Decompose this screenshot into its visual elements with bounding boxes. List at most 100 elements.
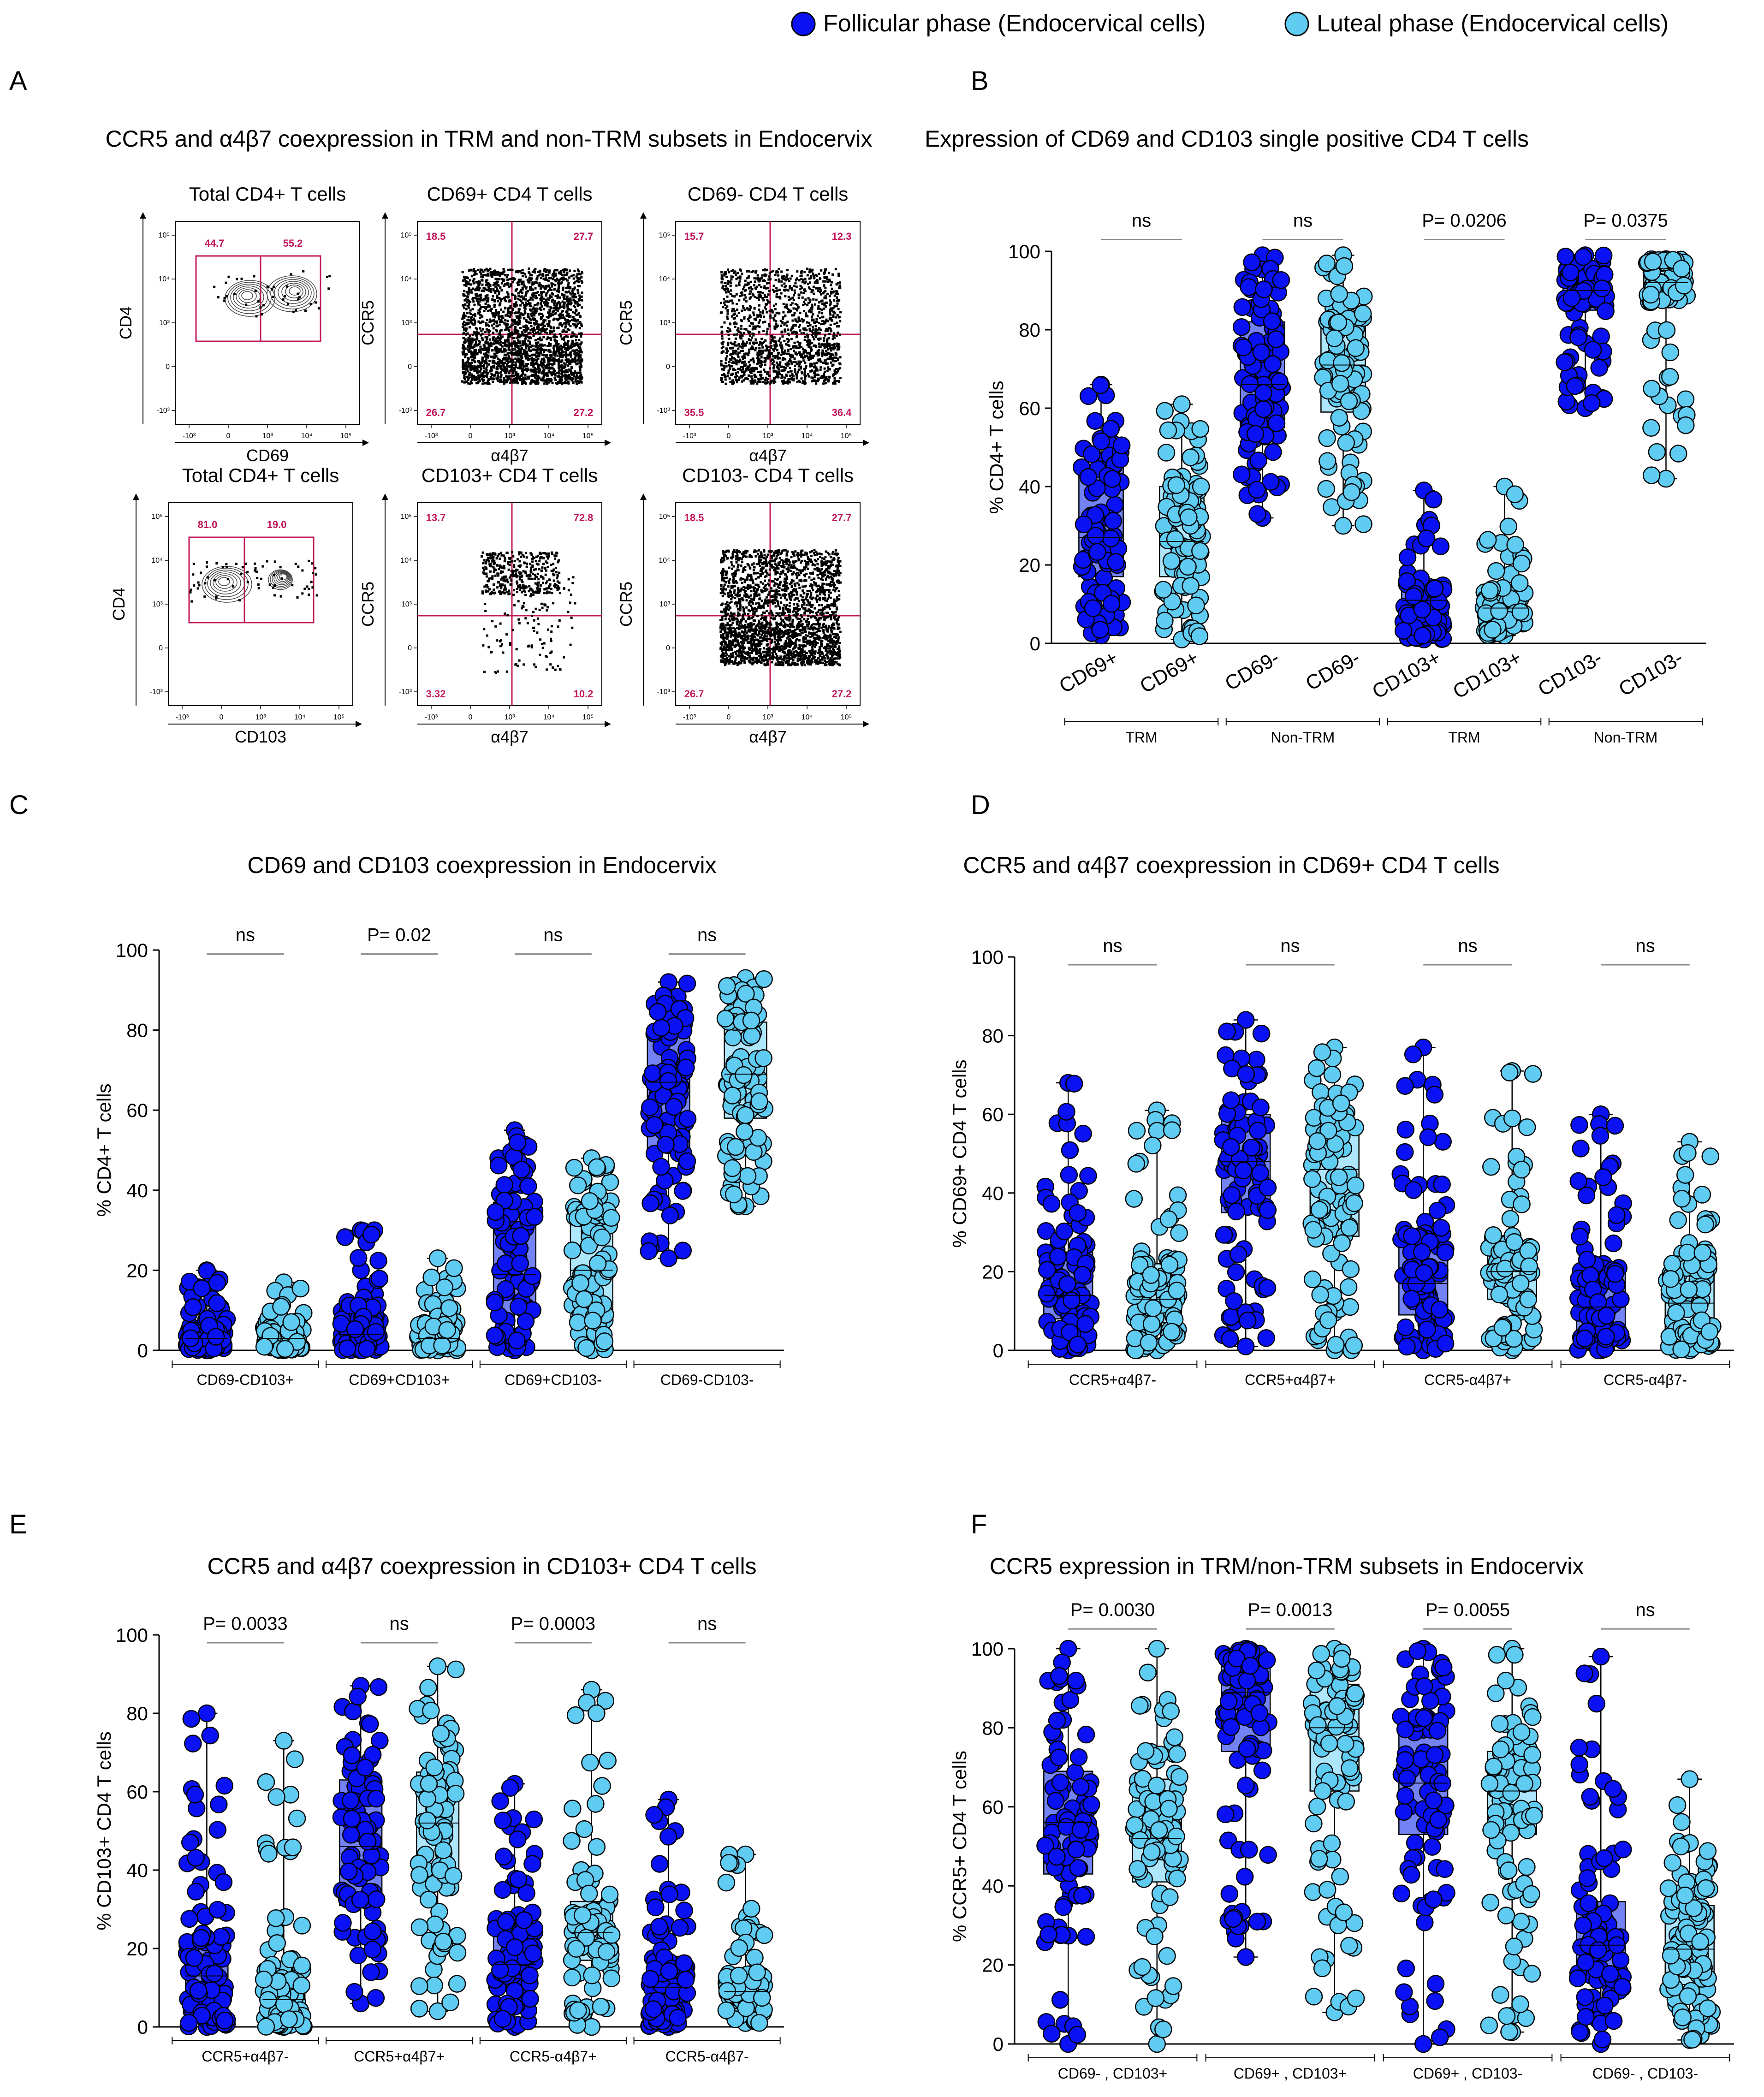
facs-event (308, 593, 310, 596)
data-point (205, 1965, 223, 1983)
data-point (1267, 330, 1285, 348)
data-point (1485, 1758, 1503, 1776)
box-follicular (640, 1790, 696, 2036)
data-point (351, 1890, 369, 1909)
data-point (1506, 1646, 1524, 1664)
facs-plot: CD103- CD4 T cells α4β7 CCR5 -10³ 0 10³ 10⁴ 10⁵… (617, 464, 869, 746)
data-point (1562, 289, 1581, 307)
data-point (755, 1926, 773, 1944)
data-point (523, 1267, 541, 1285)
data-point (212, 1928, 230, 1946)
data-point (1342, 483, 1360, 501)
facs-contour (268, 569, 293, 590)
data-point (1190, 627, 1209, 645)
y-tick-label: 80 (982, 1717, 1004, 1739)
data-point (345, 1983, 363, 2001)
data-point (342, 1826, 360, 1844)
data-point (1568, 1969, 1587, 1987)
data-point (1182, 448, 1200, 466)
panel-a: A CCR5 and α4β7 coexpression in TRM and … (9, 66, 873, 746)
data-point (1604, 2012, 1623, 2030)
facs-event (192, 563, 195, 565)
facs-contour (281, 283, 306, 301)
data-point (1272, 271, 1290, 289)
data-point (1685, 1899, 1703, 1917)
facs-gate-value: 55.2 (283, 238, 303, 249)
facs-x-tick-label: -10³ (683, 432, 696, 440)
data-point (292, 1976, 310, 1995)
data-point (339, 1862, 358, 1881)
data-point (1237, 1011, 1255, 1029)
facs-plot-frame (417, 221, 602, 425)
data-point (1511, 1995, 1529, 2014)
facs-event (298, 296, 301, 299)
facs-event (198, 584, 201, 587)
data-point (1319, 1311, 1337, 1329)
facs-event (295, 309, 297, 312)
data-point (184, 1298, 202, 1316)
facs-event (326, 276, 329, 279)
data-point (1413, 600, 1431, 618)
data-point (1598, 1307, 1616, 1325)
data-point (434, 1932, 452, 1951)
data-point (1313, 1959, 1331, 1978)
data-point (1308, 1798, 1326, 1816)
data-point (1312, 1645, 1330, 1663)
facs-event (236, 278, 238, 280)
y-tick-label: 0 (993, 1340, 1004, 1361)
significance-label: ns (1635, 936, 1655, 956)
box-follicular (486, 1121, 544, 1360)
data-point (447, 1660, 465, 1679)
facs-y-tick-label: 10⁴ (659, 275, 670, 283)
data-point (1479, 531, 1497, 549)
data-point (1480, 1775, 1499, 1793)
data-point (581, 1753, 599, 1772)
data-point (1255, 280, 1273, 298)
data-point (1434, 1133, 1452, 1151)
y-axis-label: % CD4+ T cells (93, 1083, 115, 1217)
data-point (1396, 1787, 1414, 1805)
facs-y-tick-label: -10³ (657, 407, 671, 415)
y-tick-label: 20 (126, 1938, 148, 1960)
data-point (750, 2014, 768, 2032)
data-point (1235, 1868, 1254, 1886)
legend: Follicular phase (Endocervical cells) Lu… (791, 10, 1669, 37)
y-tick-label: 40 (1019, 476, 1040, 498)
data-point (1262, 473, 1280, 491)
data-point (661, 1206, 679, 1224)
data-point (1502, 1824, 1520, 1842)
data-point (1333, 354, 1351, 372)
panel-letter: E (9, 1509, 27, 1539)
data-point (1519, 1290, 1537, 1308)
data-point (1337, 1793, 1355, 1811)
data-point (1170, 1768, 1188, 1786)
data-point (444, 1867, 463, 1885)
data-point (1402, 1290, 1420, 1308)
data-point (189, 1982, 208, 2000)
data-point (723, 1159, 742, 1177)
data-point (1071, 1778, 1090, 1796)
panel-c: C CD69 and CD103 coexpression in Endocerv… (9, 790, 784, 1388)
data-point (435, 1278, 454, 1296)
data-point (724, 1028, 742, 1046)
facs-event (261, 313, 263, 316)
data-point (1663, 1853, 1681, 1872)
data-point (180, 1910, 198, 1928)
data-point (677, 1971, 695, 1989)
data-point (371, 1731, 389, 1750)
facs-y-arrow (133, 493, 139, 500)
data-point (1254, 384, 1272, 402)
data-point (1693, 1186, 1711, 1204)
data-point (1169, 1186, 1187, 1205)
data-point (1225, 1292, 1243, 1310)
data-point (1320, 1735, 1338, 1752)
data-point (1112, 436, 1131, 454)
facs-event (240, 277, 243, 280)
data-point (1329, 313, 1348, 332)
data-point (1050, 1748, 1068, 1766)
data-point (743, 1027, 761, 1045)
data-point (1049, 1248, 1067, 1266)
data-point (640, 1242, 658, 1260)
data-point (418, 1790, 436, 1808)
data-point (665, 1098, 683, 1116)
